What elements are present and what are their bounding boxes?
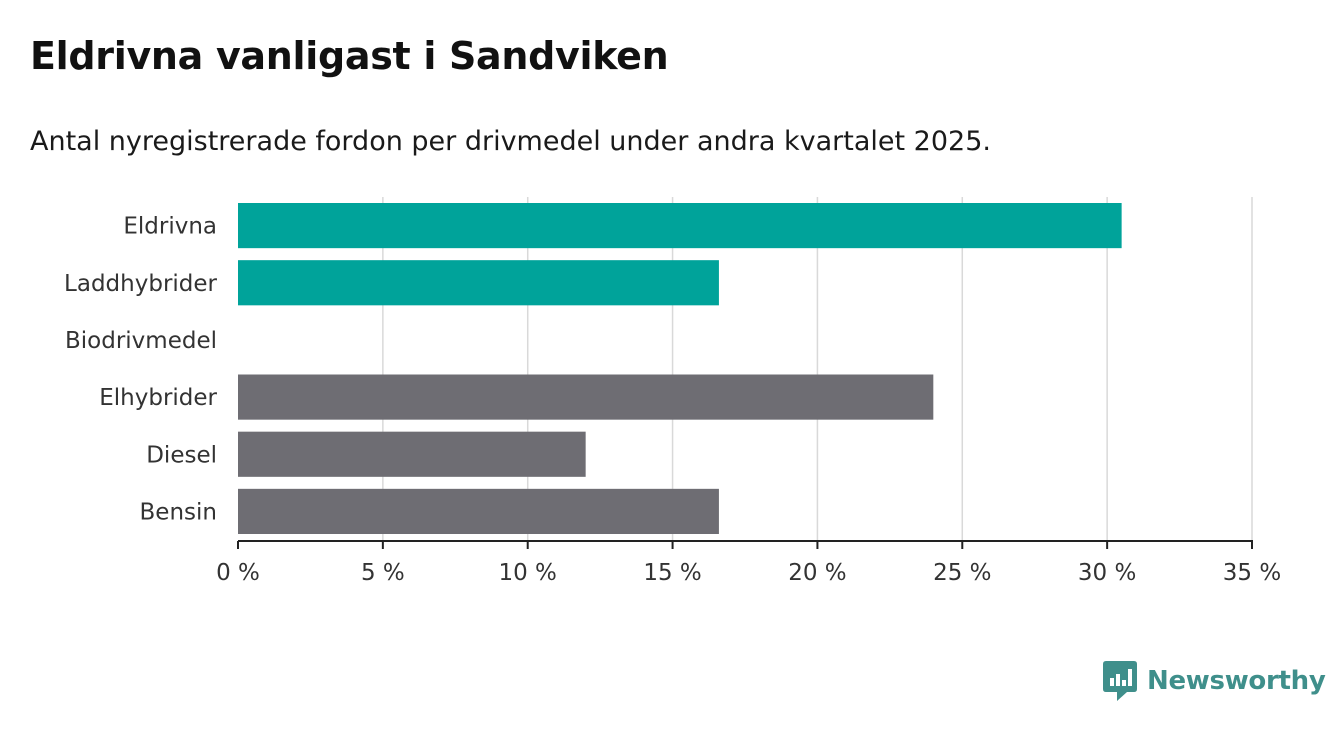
bars <box>238 203 1122 534</box>
x-tick-label: 15 % <box>643 560 701 586</box>
x-tick-label: 5 % <box>361 560 405 586</box>
gridlines <box>382 197 1253 540</box>
x-tick-label: 30 % <box>1078 560 1136 586</box>
bar-elhybrider <box>238 374 934 420</box>
x-tick-label: 35 % <box>1223 560 1281 586</box>
brand-name: Newsworthy <box>1147 666 1326 696</box>
category-label: Bensin <box>140 499 217 525</box>
x-tick-label: 10 % <box>498 560 556 586</box>
x-axis: 0 % 5 % 10 % 15 % 20 % 25 % 30 % 35 % <box>216 540 1281 586</box>
category-label: Eldrivna <box>123 214 217 240</box>
category-label: Diesel <box>146 442 217 468</box>
category-label: Elhybrider <box>99 385 217 411</box>
bar-bensin <box>238 488 719 534</box>
bar-diesel <box>238 431 586 477</box>
bar-laddhybrider <box>238 260 719 306</box>
category-labels: Eldrivna Laddhybrider Biodrivmedel Elhybrid… <box>64 214 217 526</box>
newsworthy-logo-icon <box>1103 661 1137 701</box>
x-tick-label: 20 % <box>788 560 846 586</box>
chart-subtitle: Antal nyregistrerade fordon per drivmede… <box>30 126 991 157</box>
brand-logo: Newsworthy <box>1103 661 1326 701</box>
category-label: Biodrivmedel <box>65 328 217 354</box>
x-tick-label: 25 % <box>933 560 991 586</box>
category-label: Laddhybrider <box>64 271 217 297</box>
chart-title: Eldrivna vanligast i Sandviken <box>30 34 669 78</box>
bar-eldrivna <box>238 203 1122 249</box>
x-tick-label: 0 % <box>216 560 260 586</box>
